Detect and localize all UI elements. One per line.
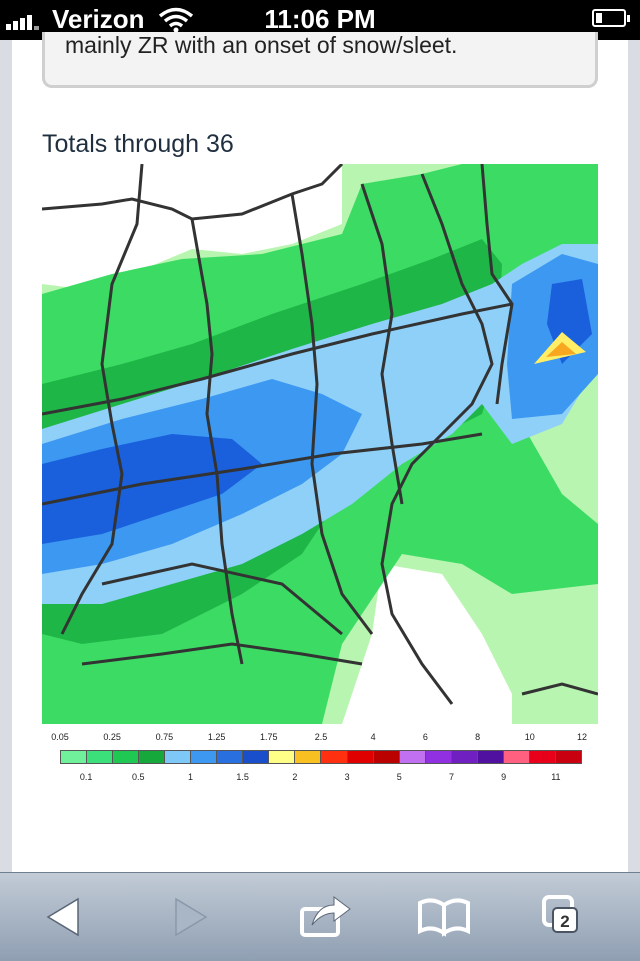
legend-top-label: 4 xyxy=(370,732,376,742)
legend-color-bar xyxy=(60,750,582,764)
legend-swatch xyxy=(503,751,530,763)
legend-bottom-label: 0.1 xyxy=(79,772,93,782)
legend-bottom-label: 2 xyxy=(292,772,298,782)
legend-top-label: 8 xyxy=(475,732,481,742)
legend-top-label: 12 xyxy=(576,732,588,742)
legend-swatch xyxy=(451,751,478,763)
legend-top-label: 1.25 xyxy=(207,732,226,742)
legend-swatch xyxy=(113,751,140,763)
quote-text: mainly ZR with an onset of snow/sleet. xyxy=(65,32,458,58)
legend-swatch xyxy=(399,751,426,763)
bookmarks-button[interactable] xyxy=(414,891,474,943)
legend-swatch xyxy=(61,751,88,763)
share-button[interactable] xyxy=(294,891,354,943)
forward-button[interactable] xyxy=(160,891,220,943)
legend-swatch xyxy=(347,751,374,763)
legend-swatch xyxy=(477,751,504,763)
legend-swatch xyxy=(165,751,192,763)
section-title: Totals through 36 xyxy=(42,130,234,158)
legend-swatch xyxy=(373,751,400,763)
legend-swatch xyxy=(87,751,114,763)
tabs-button[interactable]: 2 xyxy=(538,891,598,943)
legend-swatch xyxy=(139,751,166,763)
legend-top-label: 0.25 xyxy=(103,732,121,742)
back-button[interactable] xyxy=(34,891,94,943)
legend-swatch xyxy=(269,751,296,763)
legend-top-labels: 0.05 0.25 0.75 1.25 1.75 2.5 4 6 8 10 12 xyxy=(42,732,598,746)
legend-bottom-label: 11 xyxy=(551,772,561,782)
share-icon xyxy=(300,896,351,937)
tab-count-badge: 2 xyxy=(552,907,578,933)
battery-icon xyxy=(592,9,632,29)
legend-swatch xyxy=(529,751,556,763)
legend-top-label: 2.5 xyxy=(314,732,328,742)
legend-bottom-label: 1.5 xyxy=(236,772,249,782)
legend-bottom-label: 5 xyxy=(396,772,402,782)
legend-top-label: 1.75 xyxy=(260,732,278,742)
legend-swatch xyxy=(243,751,270,763)
legend-bottom-label: 0.5 xyxy=(132,772,145,782)
safari-toolbar: 2 xyxy=(0,872,640,961)
forward-arrow-icon xyxy=(175,897,208,937)
legend-top-label: 0.05 xyxy=(51,732,69,742)
precip-legend: 0.05 0.25 0.75 1.25 1.75 2.5 4 6 8 10 12 0.1 0.5 1 1.… xyxy=(42,728,598,792)
status-time: 11:06 PM xyxy=(264,4,376,34)
bookmarks-book-icon xyxy=(418,898,470,937)
precipitation-map xyxy=(42,164,598,724)
carrier-name: Verizon xyxy=(52,4,145,34)
legend-bottom-label: 9 xyxy=(501,772,507,782)
legend-swatch xyxy=(425,751,452,763)
legend-top-label: 10 xyxy=(524,732,535,742)
legend-swatch xyxy=(295,751,322,763)
back-arrow-icon xyxy=(46,897,79,937)
legend-bottom-label: 1 xyxy=(187,772,194,782)
web-page: mainly ZR with an onset of snow/sleet. T… xyxy=(12,32,628,872)
wifi-icon xyxy=(158,7,194,38)
legend-swatch xyxy=(217,751,244,763)
legend-bottom-labels: 0.1 0.5 1 1.5 2 3 5 7 9 11 xyxy=(42,772,598,786)
quote-box: mainly ZR with an onset of snow/sleet. xyxy=(42,32,598,88)
legend-swatch xyxy=(321,751,348,763)
legend-bottom-label: 3 xyxy=(344,772,350,782)
legend-top-label: 0.75 xyxy=(155,732,174,742)
legend-top-label: 6 xyxy=(422,732,428,742)
legend-swatch xyxy=(191,751,218,763)
legend-swatch xyxy=(555,751,581,763)
legend-bottom-label: 7 xyxy=(448,772,455,782)
